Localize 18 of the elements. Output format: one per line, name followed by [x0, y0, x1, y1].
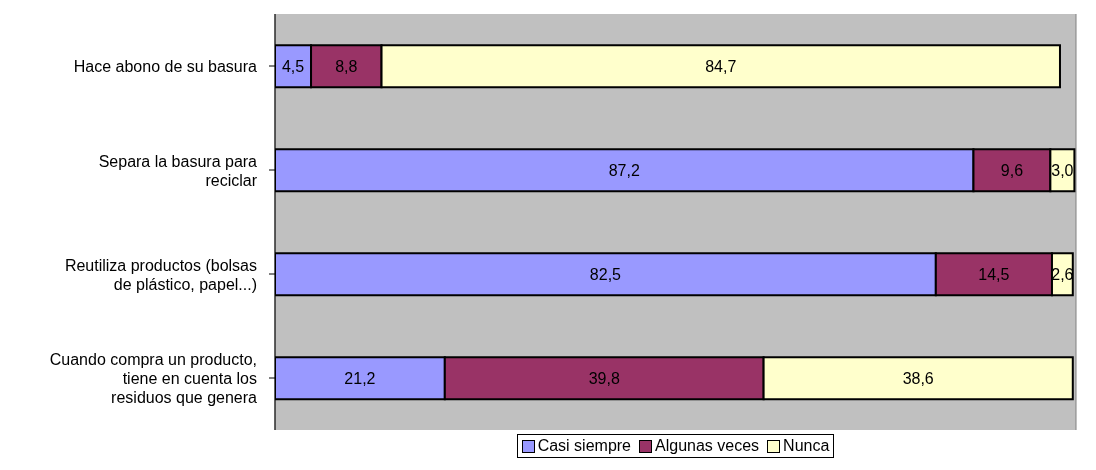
- data-label: 82,5: [589, 265, 622, 283]
- data-label: 39,8: [588, 369, 620, 387]
- y-tick-label: Separa la basura para reciclar: [98, 152, 258, 188]
- data-label: 9,6: [1000, 161, 1024, 179]
- legend-label: Algunas veces: [654, 437, 760, 455]
- legend-label: Nunca: [782, 437, 830, 455]
- data-label: 84,7: [705, 57, 737, 75]
- data-label: 38,6: [902, 369, 934, 387]
- legend-label: Casi siempre: [536, 437, 632, 455]
- data-label: 14,5: [978, 265, 1010, 283]
- y-tick-label: Hace abono de su basura: [73, 57, 258, 75]
- y-tick-label: Reutiliza productos (bolsas de plástico, papel...): [64, 256, 257, 292]
- data-label: 87,2: [608, 161, 640, 179]
- data-label: 8,8: [335, 57, 358, 75]
- data-label: 4,5: [281, 57, 305, 75]
- data-label: 21,2: [344, 369, 376, 387]
- y-tick-label: Cuando compra un producto, tiene en cuenta los residuos que genera: [49, 350, 258, 406]
- data-label: 3,0: [1051, 161, 1074, 179]
